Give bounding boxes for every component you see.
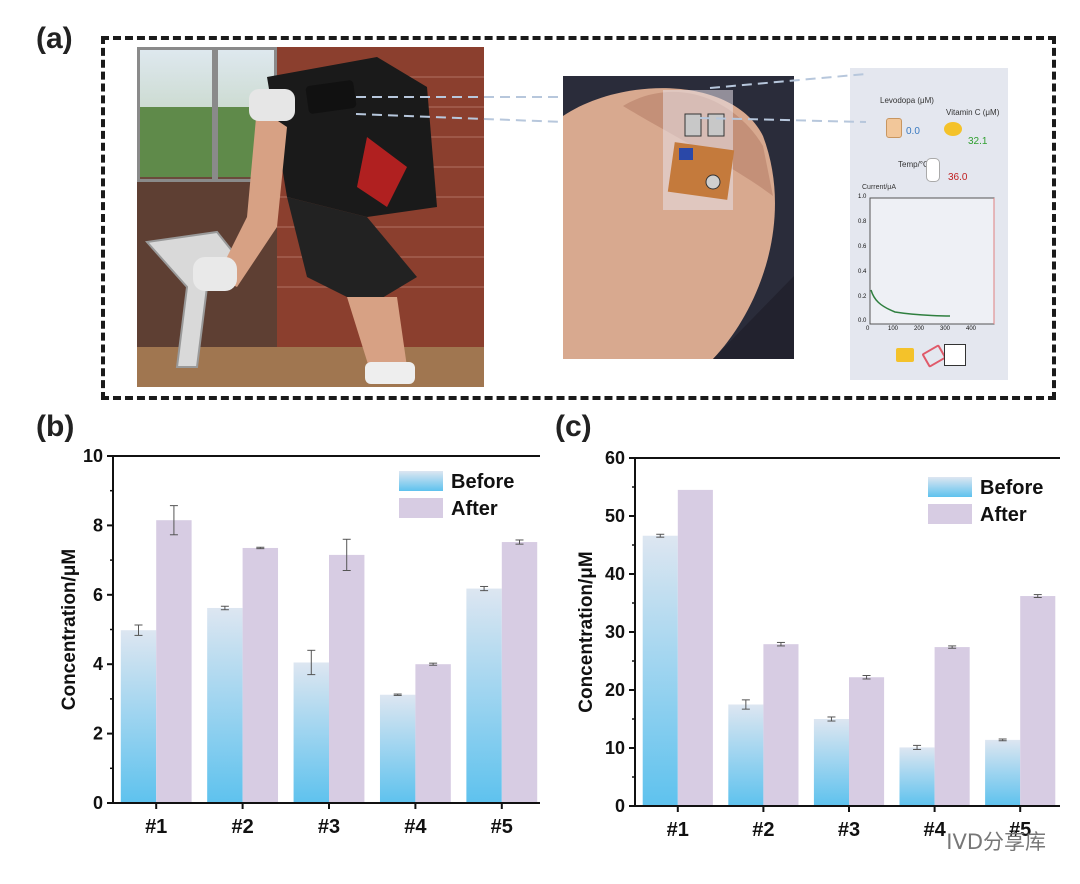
phone-ytick: 0.4 [858,269,867,275]
y-tick-label: 60 [605,448,625,468]
panel-label-c: (c) [555,410,592,443]
after-bar [1020,596,1056,806]
arm-sensor-photo [563,76,794,359]
phone-ytick: 0.0 [858,318,867,324]
x-tick-label: #2 [752,819,774,841]
phone-ytick: 1.0 [858,194,867,200]
after-bar [934,647,970,806]
temp-label: Temp/°C [898,160,929,169]
before-bar [120,630,157,803]
exercise-bike-photo [137,47,484,387]
phone-plot-yticks: 1.0 0.8 0.6 0.4 0.2 0.0 [858,194,872,324]
y-tick-label: 6 [93,585,103,605]
y-axis-label: Concentration/μM [59,549,80,711]
y-tick-label: 10 [83,446,103,466]
x-tick-label: #3 [318,816,340,838]
temp-value: 36.0 [948,172,968,183]
y-axis-label: Concentration/μM [576,551,597,713]
y-tick-label: 0 [93,793,103,813]
before-bar [813,719,849,806]
before-bar [466,588,502,803]
vitamin-c-value: 32.1 [968,136,988,147]
levodopa-icon [886,118,902,138]
levodopa-value: 0.0 [906,126,920,137]
y-tick-label: 2 [93,724,103,744]
phone-ytick: 0.6 [858,244,867,250]
photo-frame [101,36,1056,400]
before-bar [207,607,243,803]
before-bar [642,535,678,806]
phone-xtick: 400 [966,326,977,332]
x-tick-label: #4 [404,816,427,838]
chart-icon[interactable] [944,344,966,366]
phone-plot-ylabel: Current/μA [862,184,896,191]
phone-xtick: 300 [940,326,951,332]
x-tick-label: #5 [1009,819,1031,841]
phone-screen-photo: Levodopa (μM) Vitamin C (μM) 0.0 32.1 Te… [850,68,1008,380]
vitamin-c-bar-chart: #1 #2 #3 #4 #5 0 10 20 30 40 50 60 Concentration/μM B… [576,448,1060,841]
x-tick-label: #5 [491,816,513,838]
phone-plot-xticks: 0 100 200 300 400 [866,326,996,336]
after-bar [849,677,885,806]
after-bar [763,644,799,806]
legend-label: After [451,498,498,520]
phone-ytick: 0.8 [858,219,867,225]
thermometer-icon [926,158,940,182]
folder-icon[interactable] [896,348,914,362]
after-bar [242,547,279,803]
phone-xtick: 0 [866,326,870,332]
levodopa-bar-chart: #1 #2 #3 #4 #5 0 2 4 6 8 10 Concentration/μM Before A… [59,446,540,838]
legend-swatch [399,498,443,518]
y-tick-label: 30 [605,622,625,642]
after-bar [677,489,713,806]
after-bar [329,554,365,803]
after-bar [156,520,192,803]
before-bar [379,694,416,803]
watermark: IVD分享库 [946,830,1046,854]
phone-ytick: 0.2 [858,294,867,300]
before-bar [728,704,764,806]
vitamin-c-label: Vitamin C (μM) [946,108,1000,117]
legend-swatch [399,471,443,491]
y-tick-label: 4 [93,654,103,674]
x-tick-label: #1 [145,816,167,838]
panel-label-b: (b) [36,410,75,443]
y-tick-label: 20 [605,680,625,700]
x-tick-label: #1 [667,819,689,841]
x-tick-label: #3 [838,819,860,841]
panel-label-a: (a) [36,22,73,55]
phone-xtick: 200 [914,326,925,332]
phone-xtick: 100 [888,326,899,332]
x-tick-label: #2 [231,816,253,838]
legend-label: After [980,504,1027,526]
y-tick-label: 8 [93,515,103,535]
eraser-icon[interactable] [921,344,947,368]
before-bar [985,739,1021,806]
after-bar [415,664,451,803]
levodopa-label: Levodopa (μM) [880,96,934,105]
lemon-icon [944,122,962,136]
after-bar [501,542,538,803]
y-tick-label: 40 [605,564,625,584]
y-tick-label: 10 [605,738,625,758]
x-tick-label: #4 [923,819,946,841]
before-bar [293,662,329,803]
legend-swatch [928,504,972,524]
before-bar [899,747,935,806]
y-tick-label: 50 [605,506,625,526]
y-tick-label: 0 [615,796,625,816]
legend-label: Before [980,477,1043,499]
legend-swatch [928,477,972,497]
phone-current-plot [869,197,995,325]
legend-label: Before [451,471,514,493]
